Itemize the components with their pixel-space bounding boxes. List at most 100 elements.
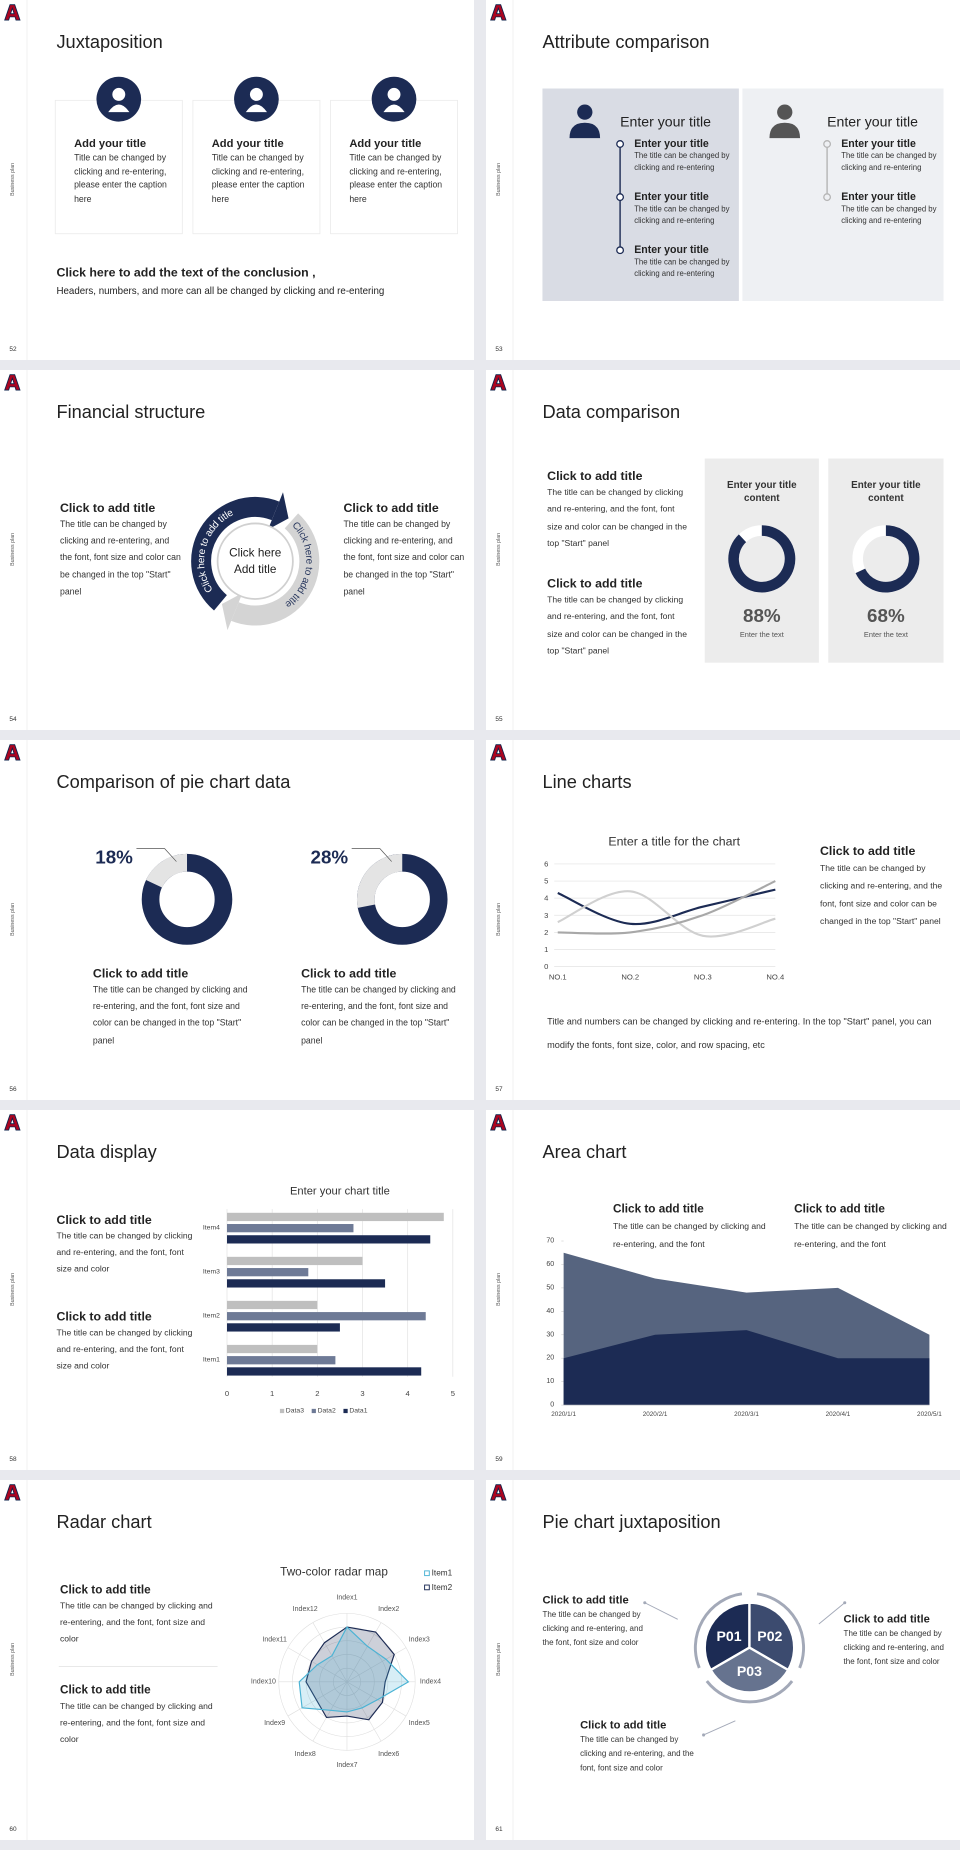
bar bbox=[227, 1268, 309, 1277]
slide: Business plan 56 Comparison of pie chart d… bbox=[0, 740, 474, 1100]
slide-title: Comparison of pie chart data bbox=[56, 771, 291, 792]
slide-title: Line charts bbox=[542, 771, 631, 792]
card bbox=[192, 99, 321, 235]
logo bbox=[490, 374, 507, 391]
text-box: The title can be changed by clicking and… bbox=[56, 1327, 192, 1371]
page-number: 58 bbox=[9, 1456, 17, 1463]
logo bbox=[490, 4, 507, 21]
text-box: Enter your title content bbox=[727, 479, 797, 503]
connector bbox=[644, 1602, 678, 1620]
block-text: The title can be changed by clicking and… bbox=[59, 518, 181, 597]
slide: Business plan 54 Financial structure Click … bbox=[0, 370, 474, 730]
slide-title: Data display bbox=[56, 1141, 157, 1162]
logo bbox=[4, 1114, 21, 1131]
y-tick-label: 10 bbox=[546, 1378, 554, 1385]
legend-label: Data1 bbox=[349, 1407, 367, 1414]
legend-label: Item1 bbox=[432, 1569, 453, 1578]
x-tick-label: NO.1 bbox=[549, 973, 567, 982]
side-label: Business plan bbox=[496, 1273, 502, 1306]
axis-label: Index12 bbox=[293, 1606, 318, 1613]
logo bbox=[490, 1114, 507, 1131]
text-box: Title can be changed by clicking and re-… bbox=[74, 152, 167, 203]
block-text: The title can be changed by clicking and… bbox=[580, 1736, 694, 1773]
page-number: 55 bbox=[495, 716, 503, 723]
text-box: The title can be changed by clicking and… bbox=[820, 863, 942, 927]
block-title: Click to add title bbox=[613, 1203, 704, 1216]
value-label: 88% bbox=[743, 605, 781, 626]
panel bbox=[742, 88, 944, 301]
cycle-arc bbox=[231, 513, 320, 626]
donut-value bbox=[146, 853, 188, 888]
item-text: The title can be changed by clicking and… bbox=[841, 152, 937, 173]
slide-title: Juxtaposition bbox=[56, 31, 162, 52]
axis-label: Index7 bbox=[336, 1762, 357, 1769]
timeline-dot bbox=[823, 140, 832, 148]
logo bbox=[4, 744, 21, 761]
block-title: Click to add title bbox=[60, 1684, 151, 1697]
x-tick-label: NO.3 bbox=[694, 973, 712, 982]
legend-swatch bbox=[343, 1408, 348, 1414]
block-title: Click to add title bbox=[60, 501, 155, 515]
segment-label: P03 bbox=[737, 1663, 762, 1679]
block-text: The title can be changed by clicking and… bbox=[794, 1220, 947, 1250]
axis-label: Index1 bbox=[336, 1595, 357, 1602]
radar-spoke bbox=[346, 1681, 382, 1742]
text-box: Title can be changed by clicking and re-… bbox=[349, 152, 443, 204]
segment-label: P01 bbox=[717, 1628, 742, 1644]
legend-swatch bbox=[311, 1408, 316, 1414]
slide-title: Area chart bbox=[542, 1141, 626, 1162]
leader-line bbox=[351, 848, 392, 862]
y-tick-label: Item4 bbox=[203, 1225, 220, 1232]
page-number: 52 bbox=[9, 346, 17, 353]
item-title: Enter your title bbox=[841, 191, 916, 203]
slide: Business plan 60 Radar chart Two-color rada… bbox=[0, 1480, 474, 1840]
axis-label: Index10 bbox=[251, 1678, 276, 1685]
block-title: Click to add title bbox=[794, 1203, 885, 1216]
slide-background bbox=[0, 1110, 474, 1470]
item-title: Enter your title bbox=[634, 138, 709, 150]
bar bbox=[227, 1224, 354, 1233]
block-title: Click to add title bbox=[547, 577, 642, 591]
legend-swatch bbox=[279, 1408, 285, 1414]
slide: Business plan 55 Data comparison Click to a… bbox=[486, 370, 960, 730]
block-text: The title can be changed by clicking and… bbox=[343, 518, 465, 597]
y-tick-label: Item3 bbox=[203, 1269, 220, 1276]
card bbox=[828, 458, 944, 663]
x-tick-label: 2 bbox=[315, 1389, 319, 1398]
card-text: Title can be changed by clicking and re-… bbox=[349, 152, 443, 204]
legend-label: Item2 bbox=[432, 1583, 453, 1592]
text-box: The title can be changed by clicking and… bbox=[301, 984, 456, 1046]
block-title: Click to add title bbox=[93, 967, 188, 981]
text-box: The title can be changed by clicking and… bbox=[56, 1230, 193, 1275]
side-label: Business plan bbox=[10, 1643, 16, 1676]
x-tick-label: 2020/4/1 bbox=[826, 1411, 851, 1418]
icon-body bbox=[108, 104, 130, 113]
icon-body bbox=[245, 104, 267, 113]
text-box: Enter your title content bbox=[851, 479, 921, 503]
connector-dot bbox=[643, 1601, 647, 1605]
text-box: The title can be changed by clicking and… bbox=[613, 1221, 766, 1249]
item-text: The title can be changed by clicking and… bbox=[841, 205, 937, 226]
block-title: Click to add title bbox=[301, 967, 396, 981]
card bbox=[704, 458, 819, 663]
item-text: The title can be changed by clicking and… bbox=[634, 258, 730, 279]
block-text: The title can be changed by clicking and… bbox=[56, 1230, 193, 1275]
page-number: 59 bbox=[495, 1456, 503, 1463]
icon-head bbox=[112, 87, 126, 101]
block-text: The title can be changed by clicking and… bbox=[547, 594, 687, 656]
cycle-arrowhead bbox=[221, 592, 243, 631]
y-tick-label: Item2 bbox=[203, 1313, 220, 1320]
x-tick-label: 2020/5/1 bbox=[917, 1411, 942, 1418]
slide: Business plan 59 Area chart 0 10 20 30 40 50 60 70… bbox=[486, 1110, 960, 1470]
block-text: The title can be changed by clicking and… bbox=[301, 984, 456, 1046]
card-title: Add your title bbox=[74, 138, 146, 150]
page-number: 56 bbox=[9, 1086, 17, 1093]
leader-line bbox=[136, 848, 177, 862]
y-tick-label: 60 bbox=[546, 1261, 554, 1268]
side-label: Business plan bbox=[496, 163, 502, 196]
axis-label: Index5 bbox=[409, 1720, 430, 1727]
side-label: Business plan bbox=[496, 533, 502, 566]
radar-spoke bbox=[346, 1681, 407, 1717]
block-text: The title can be changed by clicking and… bbox=[547, 486, 687, 549]
bar bbox=[227, 1323, 340, 1332]
